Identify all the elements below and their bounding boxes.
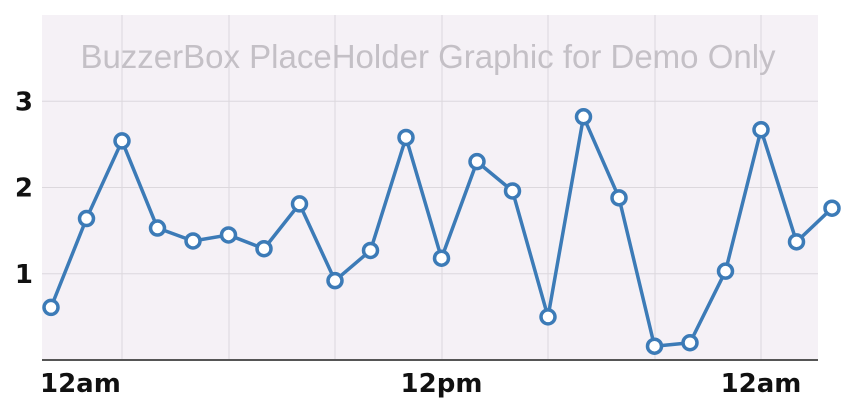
- x-tick-label-1: 12pm: [401, 369, 483, 399]
- data-point-16: [610, 189, 628, 207]
- data-point-17: [645, 337, 664, 355]
- data-point-6: [255, 239, 273, 258]
- data-point-13: [503, 182, 522, 200]
- data-point-22: [823, 199, 841, 217]
- data-point-18: [681, 334, 699, 352]
- data-point-11: [432, 249, 451, 267]
- x-tick-label-2: 12am: [721, 369, 802, 399]
- data-point-10: [397, 128, 415, 147]
- grid: [42, 15, 818, 360]
- data-point-3: [148, 219, 167, 237]
- data-point-4: [184, 232, 202, 250]
- data-point-19: [716, 262, 735, 280]
- data-point-20: [752, 120, 770, 139]
- y-tick-label-0: 1: [15, 260, 33, 290]
- data-point-21: [787, 233, 806, 251]
- data-point-5: [219, 226, 238, 244]
- data-point-1: [77, 209, 96, 228]
- y-tick-label-2: 3: [15, 87, 33, 117]
- data-point-8: [326, 271, 344, 290]
- data-point-7: [290, 195, 309, 213]
- x-tick-label-0: 12am: [40, 369, 121, 399]
- tick-labels: 1 2 3 12am 12pm 12am: [15, 87, 802, 399]
- y-tick-label-1: 2: [15, 174, 33, 204]
- data-point-12: [468, 152, 486, 171]
- data-point-9: [361, 241, 380, 260]
- data-point-14: [539, 308, 557, 326]
- watermark-text: BuzzerBox PlaceHolder Graphic for Demo O…: [80, 38, 776, 75]
- series-layer: [42, 108, 841, 355]
- data-point-15: [574, 108, 593, 126]
- data-point-0: [42, 298, 60, 317]
- data-point-2: [113, 132, 131, 150]
